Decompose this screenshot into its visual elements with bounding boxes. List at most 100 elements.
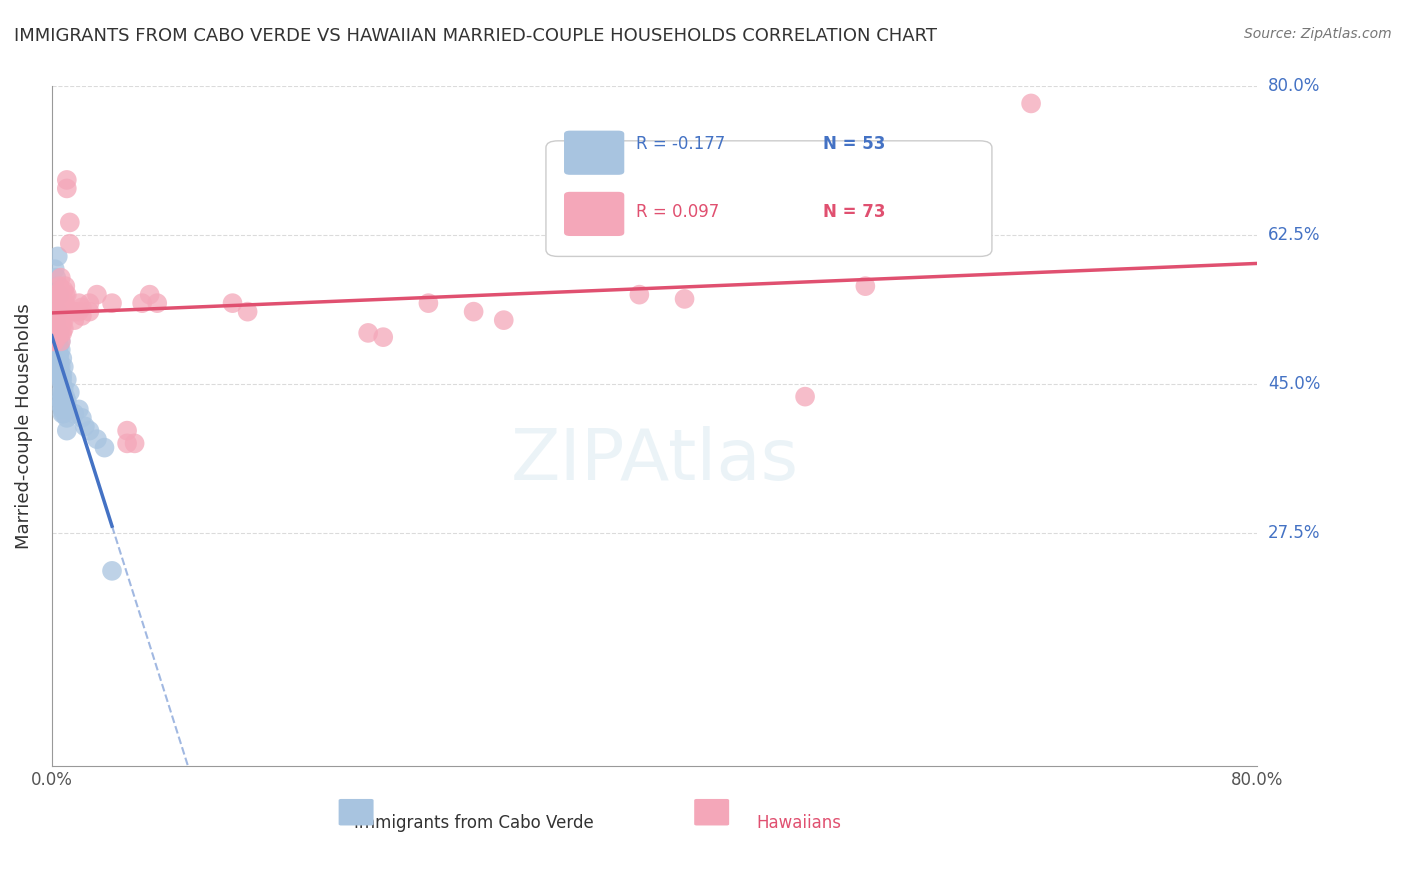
Point bbox=[49, 398, 72, 412]
Point bbox=[52, 296, 75, 310]
Point bbox=[67, 296, 90, 310]
Point bbox=[79, 304, 101, 318]
Point bbox=[49, 284, 72, 298]
Point bbox=[48, 347, 70, 361]
Point bbox=[48, 279, 70, 293]
Point bbox=[53, 279, 76, 293]
Point bbox=[45, 304, 67, 318]
Point bbox=[51, 373, 73, 387]
Point bbox=[73, 419, 96, 434]
Point bbox=[101, 564, 124, 578]
Text: N = 73: N = 73 bbox=[823, 203, 886, 221]
Point bbox=[53, 390, 76, 404]
Point bbox=[56, 287, 79, 301]
Point bbox=[51, 407, 73, 421]
Point bbox=[357, 326, 380, 340]
Text: 62.5%: 62.5% bbox=[1268, 227, 1320, 244]
Point bbox=[58, 402, 80, 417]
Point bbox=[42, 334, 65, 349]
Point bbox=[52, 304, 75, 318]
Point bbox=[86, 287, 108, 301]
Point bbox=[63, 304, 86, 318]
Text: Source: ZipAtlas.com: Source: ZipAtlas.com bbox=[1244, 27, 1392, 41]
Point bbox=[51, 326, 73, 340]
Point bbox=[49, 373, 72, 387]
Point bbox=[48, 304, 70, 318]
Point bbox=[56, 173, 79, 187]
Point bbox=[52, 359, 75, 374]
Y-axis label: Married-couple Households: Married-couple Households bbox=[15, 303, 32, 549]
Point bbox=[59, 236, 82, 251]
Point bbox=[51, 301, 73, 315]
Point bbox=[48, 359, 70, 374]
Text: R = 0.097: R = 0.097 bbox=[637, 203, 720, 221]
Point bbox=[46, 296, 69, 310]
Point bbox=[67, 304, 90, 318]
FancyBboxPatch shape bbox=[564, 192, 624, 236]
Point bbox=[45, 270, 67, 285]
Point bbox=[52, 321, 75, 335]
Point bbox=[48, 296, 70, 310]
Point bbox=[46, 309, 69, 323]
Point bbox=[146, 296, 169, 310]
Point bbox=[53, 296, 76, 310]
Point bbox=[59, 215, 82, 229]
Point bbox=[48, 368, 70, 383]
Text: 45.0%: 45.0% bbox=[1268, 375, 1320, 392]
Point bbox=[46, 321, 69, 335]
Point bbox=[45, 287, 67, 301]
Point bbox=[52, 407, 75, 421]
Point bbox=[49, 296, 72, 310]
Point bbox=[53, 287, 76, 301]
Point bbox=[115, 424, 138, 438]
Point bbox=[46, 249, 69, 263]
Point bbox=[418, 296, 440, 310]
Point bbox=[49, 393, 72, 408]
Point bbox=[56, 181, 79, 195]
Point bbox=[492, 313, 515, 327]
Point bbox=[67, 402, 90, 417]
Point bbox=[49, 385, 72, 400]
Point bbox=[46, 334, 69, 349]
Point bbox=[49, 359, 72, 374]
Point bbox=[46, 304, 69, 318]
Point bbox=[46, 326, 69, 340]
Point bbox=[51, 385, 73, 400]
Point bbox=[44, 321, 66, 335]
Point bbox=[56, 373, 79, 387]
Point bbox=[53, 402, 76, 417]
Point bbox=[51, 402, 73, 417]
Point bbox=[63, 407, 86, 421]
Point bbox=[70, 309, 93, 323]
Point bbox=[673, 292, 696, 306]
Point bbox=[44, 262, 66, 277]
Point bbox=[48, 338, 70, 352]
Text: R = -0.177: R = -0.177 bbox=[637, 136, 725, 153]
FancyBboxPatch shape bbox=[339, 799, 374, 825]
Point bbox=[49, 304, 72, 318]
Text: ZIPAtlas: ZIPAtlas bbox=[510, 425, 799, 495]
Point bbox=[51, 287, 73, 301]
Point bbox=[93, 441, 115, 455]
Point bbox=[51, 351, 73, 366]
Point bbox=[49, 270, 72, 285]
Point bbox=[48, 287, 70, 301]
Point bbox=[56, 393, 79, 408]
Point bbox=[49, 326, 72, 340]
Point bbox=[373, 330, 395, 344]
Point bbox=[52, 393, 75, 408]
Point bbox=[463, 304, 485, 318]
Point bbox=[46, 330, 69, 344]
FancyBboxPatch shape bbox=[546, 141, 991, 256]
Point bbox=[49, 343, 72, 357]
Point bbox=[131, 296, 153, 310]
Point bbox=[115, 436, 138, 450]
Text: Immigrants from Cabo Verde: Immigrants from Cabo Verde bbox=[354, 814, 593, 832]
Point bbox=[51, 309, 73, 323]
Point bbox=[52, 284, 75, 298]
Point bbox=[794, 390, 817, 404]
Point bbox=[79, 296, 101, 310]
Point bbox=[45, 309, 67, 323]
Point bbox=[48, 287, 70, 301]
Point bbox=[628, 287, 651, 301]
